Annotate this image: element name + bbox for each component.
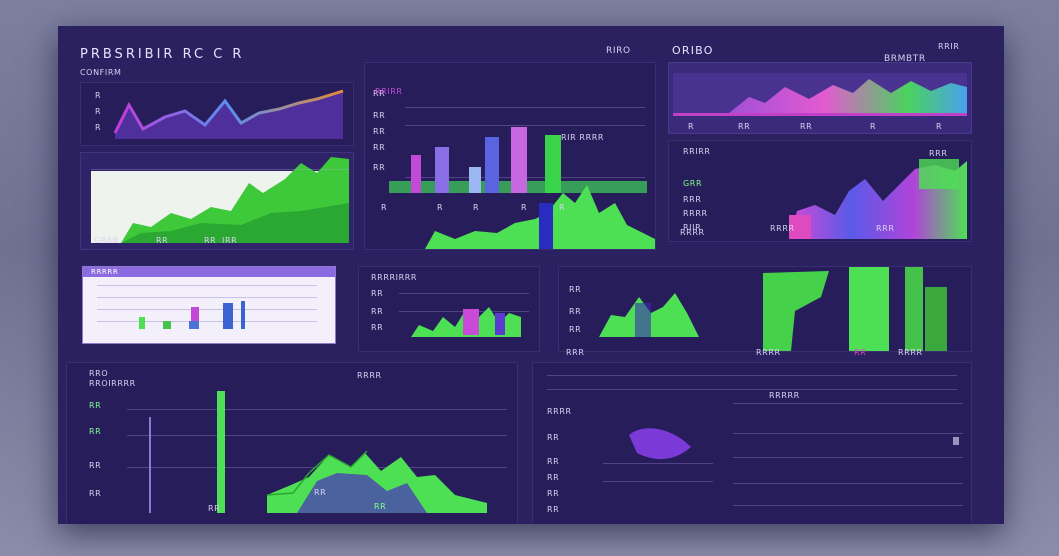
- spectrum-x-tick: R: [936, 122, 943, 131]
- volume-axis-label: RR: [373, 111, 386, 120]
- mix-corner: RRR: [929, 149, 948, 158]
- spectrum-x-tick: R: [688, 122, 695, 131]
- dashboard-screen: PRBSRIBIR RC C R CONFIRM RIRO ORIBO RRIR…: [58, 26, 1004, 524]
- area-footer-label: IRR: [222, 236, 238, 245]
- activity-label: RR: [371, 323, 384, 332]
- growth-label: RR: [569, 325, 582, 334]
- activity-label: RR: [371, 307, 384, 316]
- performance-label: RR: [89, 401, 102, 410]
- distribution-label: RR: [547, 505, 560, 514]
- mix-chart-panel: RRIRR RRR GRR RRR RRRR RIIR: [668, 140, 972, 242]
- trend-chart-panel: R R R: [80, 82, 354, 146]
- distribution-label: RR: [547, 473, 560, 482]
- performance-x-tick: RR: [374, 502, 387, 511]
- trend-line-chart: [113, 89, 344, 139]
- dashboard-subtitle: CONFIRM: [80, 68, 122, 77]
- growth-chart-panel: RR RR RR: [558, 266, 972, 352]
- mix-footer: RRR: [876, 224, 895, 233]
- activity-title: RRRRIRRR: [371, 273, 418, 282]
- mix-label: RRRR: [683, 209, 708, 218]
- distribution-title: RRRR: [547, 407, 572, 416]
- performance-chart-panel: RRO RROIRRRR RRRR RR RR RR RR RR: [66, 362, 518, 524]
- header-right-corner: RRIR: [938, 42, 960, 51]
- volume-axis-label: RR: [373, 143, 386, 152]
- volume-x-tick: R: [559, 203, 566, 212]
- trend-axis-label: R: [95, 107, 102, 116]
- performance-x-tick: RR: [208, 504, 221, 513]
- summary-light-panel: RRRRR: [82, 266, 336, 344]
- trend-axis-label: R: [95, 91, 102, 100]
- area-footer-label: RR: [156, 236, 169, 245]
- distribution-right-title: RRRRR: [769, 391, 800, 400]
- distribution-label: RR: [547, 489, 560, 498]
- performance-x-tick: RR: [314, 488, 327, 497]
- growth-footer: RRRR: [756, 348, 781, 357]
- growth-label: RR: [569, 307, 582, 316]
- dashboard-title: PRBSRIBIR RC C R: [80, 47, 245, 62]
- performance-label: RR: [89, 461, 102, 470]
- growth-bar-chart: [599, 267, 947, 351]
- activity-chart-panel: RRRRIRRR RR RR RR: [358, 266, 540, 352]
- area-footer-label: RR: [204, 236, 217, 245]
- header-right-subtitle: BRMBTR: [884, 54, 926, 64]
- performance-label: RR: [89, 489, 102, 498]
- activity-area-chart: [411, 307, 521, 337]
- growth-footer: RRR: [566, 348, 585, 357]
- distribution-panel: RRRR RR RR RR RR RR RRRRR: [532, 362, 972, 524]
- area-footer-label: GRAB: [94, 236, 119, 245]
- performance-header: RRRR: [357, 371, 382, 380]
- trend-axis-label: R: [95, 123, 102, 132]
- spectrum-x-tick: RR: [800, 122, 813, 131]
- performance-subtitle: RROIRRRR: [89, 379, 136, 388]
- volume-axis-label: RR: [373, 127, 386, 136]
- mix-label: RIIR: [683, 223, 702, 232]
- volume-x-tick: R: [381, 203, 388, 212]
- volume-title: RRIRR: [375, 87, 403, 96]
- volume-legend: RIR RRRR: [561, 133, 605, 142]
- activity-label: RR: [371, 289, 384, 298]
- spectrum-x-tick: R: [870, 122, 877, 131]
- summary-header-bar: [83, 267, 335, 277]
- mix-label: GRR: [683, 179, 703, 188]
- performance-label: RR: [89, 427, 102, 436]
- header-right-title: ORIBO: [672, 44, 714, 57]
- summary-title: RRRRR: [91, 268, 119, 276]
- growth-footer: RR: [854, 348, 867, 357]
- volume-axis-label: RR: [373, 163, 386, 172]
- spectrum-area-chart: [673, 73, 967, 116]
- volume-x-tick: R: [437, 203, 444, 212]
- spectrum-x-tick: RR: [738, 122, 751, 131]
- area-chart: [121, 157, 349, 243]
- mix-footer: RRRR: [770, 224, 795, 233]
- performance-area-chart: [149, 391, 487, 513]
- header-center-label: RIRO: [606, 46, 631, 56]
- distribution-shape-chart: [629, 428, 959, 460]
- distribution-label: RR: [547, 457, 560, 466]
- area-chart-panel: [80, 152, 354, 250]
- volume-axis-label: RR: [373, 89, 386, 98]
- growth-footer: RRRR: [898, 348, 923, 357]
- performance-title: RRO: [89, 369, 109, 378]
- distribution-label: RR: [547, 433, 560, 442]
- mix-label: RRR: [683, 195, 702, 204]
- volume-x-tick: R: [473, 203, 480, 212]
- summary-mini-bars: [139, 301, 245, 329]
- volume-bar-chart: [389, 127, 655, 249]
- volume-x-tick: R: [521, 203, 528, 212]
- volume-chart-panel: RR RR RR RR RR RRIRR RIR RRRR R R R R R: [364, 62, 656, 250]
- mix-title: RRIRR: [683, 147, 711, 156]
- mix-area-chart: [789, 159, 967, 239]
- spectrum-chart-panel: [668, 62, 972, 134]
- mix-footer: RRRR: [680, 228, 705, 237]
- growth-label: RR: [569, 285, 582, 294]
